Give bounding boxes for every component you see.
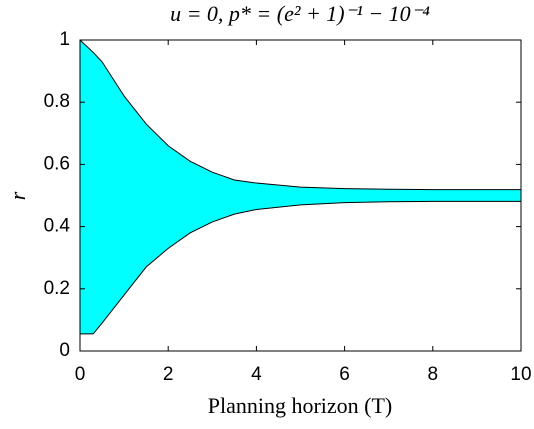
x-axis-label: Planning horizon (T) [208,393,393,418]
x-tick-label: 8 [428,364,439,385]
y-tick-label: 0.8 [44,91,70,112]
y-tick-label: 0.6 [44,153,70,174]
band-edge [80,200,521,335]
x-tick-label: 10 [510,364,531,385]
y-tick-label: 1 [59,29,70,50]
y-axis-label: r [5,191,30,200]
x-tick-label: 6 [339,364,350,385]
band-area [80,40,521,334]
y-tick-label: 0.4 [44,216,71,237]
plot-frame [79,39,522,352]
band-edge [79,39,521,191]
chart-title: u = 0, p* = (e² + 1)⁻¹ − 10⁻⁴ [170,1,430,26]
y-tick-label: 0.2 [44,278,70,299]
x-tick-label: 0 [75,364,86,385]
x-tick-label: 2 [163,364,174,385]
y-tick-label: 0 [59,340,70,361]
x-tick-label: 4 [251,364,262,385]
